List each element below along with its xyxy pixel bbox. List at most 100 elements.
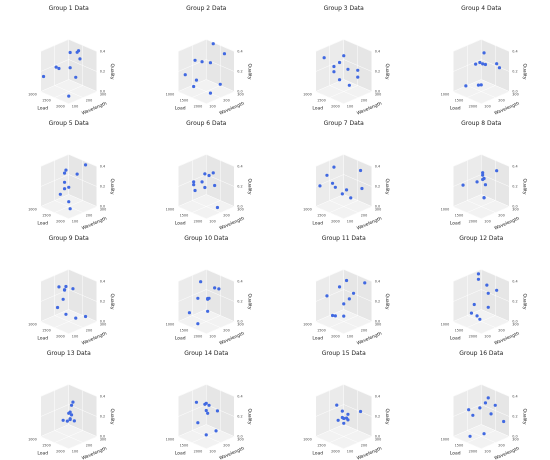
grid-line: [40, 174, 69, 187]
point: [192, 183, 196, 187]
chart-title: Group 13 Data: [47, 350, 91, 357]
grid-line: [68, 79, 97, 92]
z-axis-label: Quality: [384, 408, 390, 424]
x-tick-label: 1000: [441, 438, 450, 442]
z-axis-label: Quality: [246, 178, 252, 194]
grid-line: [481, 174, 510, 187]
grid-line: [453, 384, 482, 397]
grid-line: [68, 174, 97, 187]
point: [200, 180, 204, 184]
grid-line: [481, 79, 510, 92]
y-tick-label: 300: [100, 208, 106, 212]
z-tick-label: 0.4: [512, 395, 517, 399]
grid-line: [40, 39, 69, 52]
z-axis-label: Quality: [521, 178, 527, 194]
z-tick-label: 0.0: [100, 435, 105, 439]
grid-line: [54, 200, 83, 213]
y-axis-label: Wavelength: [218, 216, 245, 232]
grid-line: [481, 194, 510, 207]
x-tick-label: 1500: [317, 99, 326, 103]
grid-line: [54, 430, 83, 443]
y-tick-label: 100: [484, 335, 490, 339]
grid-line: [467, 200, 496, 213]
point: [349, 196, 353, 200]
x-tick-label: 2000: [331, 335, 340, 339]
y-tick-label: 300: [512, 208, 518, 212]
point: [68, 417, 72, 421]
z-tick-label: 0.2: [512, 415, 517, 419]
point: [196, 421, 200, 425]
z-tick-label: 0.0: [375, 205, 380, 209]
x-tick-label: 1000: [28, 208, 37, 212]
point: [340, 409, 344, 413]
z-tick-label: 0.4: [375, 395, 380, 399]
point: [340, 415, 344, 420]
x-tick-label: 1500: [180, 444, 189, 448]
y-tick-label: 200: [223, 214, 229, 218]
y-tick-label: 100: [209, 220, 215, 224]
grid-line: [40, 269, 69, 282]
point: [495, 288, 499, 292]
y-axis-label: Wavelength: [356, 101, 383, 117]
point: [68, 66, 72, 70]
point: [207, 403, 211, 407]
point: [474, 62, 478, 66]
grid-line: [178, 289, 207, 302]
point: [346, 67, 350, 71]
point: [204, 433, 208, 437]
point: [340, 192, 344, 196]
point: [57, 285, 61, 289]
y-tick-label: 100: [209, 450, 215, 454]
z-tick-label: 0.2: [375, 185, 380, 189]
grid-line: [178, 194, 207, 207]
point: [74, 316, 78, 320]
z-tick-label: 0.0: [375, 90, 380, 94]
x-axis-label: Load: [312, 336, 323, 342]
y-axis-label: Wavelength: [81, 331, 108, 347]
y-tick-label: 100: [484, 450, 490, 454]
y-tick-label: 200: [361, 214, 367, 218]
grid-line: [329, 315, 358, 328]
grid-line: [192, 85, 221, 98]
y-tick-label: 100: [347, 220, 353, 224]
x-axis-label: Load: [312, 221, 323, 227]
point: [485, 283, 489, 287]
y-tick-label: 200: [86, 329, 92, 333]
z-tick-label: 0.0: [100, 320, 105, 324]
point: [342, 314, 346, 318]
grid-line: [178, 436, 207, 449]
grid-line: [192, 315, 221, 328]
point: [467, 408, 471, 412]
x-tick-label: 1500: [180, 214, 189, 218]
grid-line: [206, 424, 235, 437]
point: [57, 66, 61, 71]
grid-line: [40, 59, 69, 72]
grid-line: [343, 269, 372, 282]
point: [194, 400, 199, 404]
grid-line: [40, 436, 69, 449]
x-tick-label: 1000: [28, 93, 37, 97]
x-tick-label: 1500: [180, 329, 189, 333]
grid-line: [453, 59, 482, 72]
grid-line: [68, 404, 97, 417]
point: [481, 173, 485, 177]
point: [475, 314, 479, 318]
point: [62, 180, 67, 184]
point: [489, 412, 493, 416]
point: [344, 188, 349, 192]
y-tick-label: 100: [484, 220, 490, 224]
grid-line: [206, 309, 235, 322]
z-axis-label: Quality: [246, 293, 252, 309]
point: [344, 278, 349, 283]
point: [193, 58, 197, 62]
point: [204, 401, 208, 405]
y-tick-label: 200: [498, 214, 504, 218]
x-axis-label: Load: [450, 336, 461, 342]
x-tick-label: 1500: [455, 329, 464, 333]
point: [68, 207, 72, 211]
point: [483, 183, 488, 187]
grid-line: [329, 200, 358, 213]
